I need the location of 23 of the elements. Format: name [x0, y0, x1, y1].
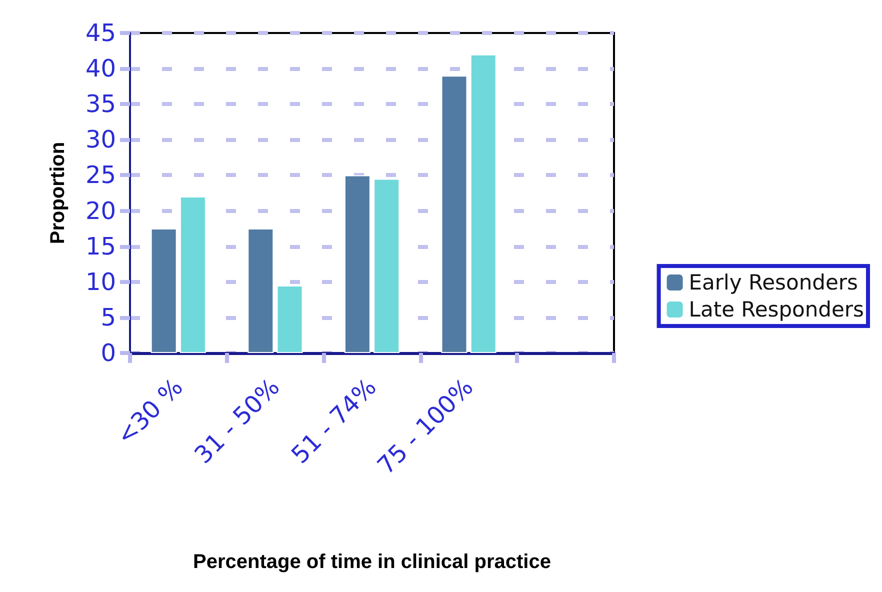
y-tick-label: 25 — [85, 161, 116, 190]
y-tick-label: 15 — [85, 232, 116, 260]
bar — [276, 285, 303, 353]
bar — [180, 196, 206, 353]
y-tick-label: 0 — [100, 339, 116, 367]
x-axis-title: Percentage of time in clinical practice — [193, 551, 551, 573]
y-axis-title: Proportion — [47, 142, 69, 244]
y-tick-label: 40 — [85, 54, 116, 83]
y-tick-label: 5 — [100, 303, 116, 332]
legend-label: Late Responders — [688, 298, 864, 322]
y-tick-label: 35 — [85, 90, 116, 118]
bar — [374, 178, 400, 353]
y-tick-label: 10 — [85, 268, 116, 296]
bar — [441, 76, 468, 353]
y-tick-label: 20 — [85, 196, 116, 225]
bar — [344, 175, 370, 353]
y-tick-label: 45 — [85, 19, 116, 47]
bar — [470, 54, 496, 353]
y-tick-label: 30 — [85, 126, 116, 154]
bar — [248, 228, 274, 353]
x-tick-label: <30 % — [111, 373, 188, 450]
legend-label: Early Resonders — [688, 270, 858, 294]
bar — [150, 228, 177, 353]
